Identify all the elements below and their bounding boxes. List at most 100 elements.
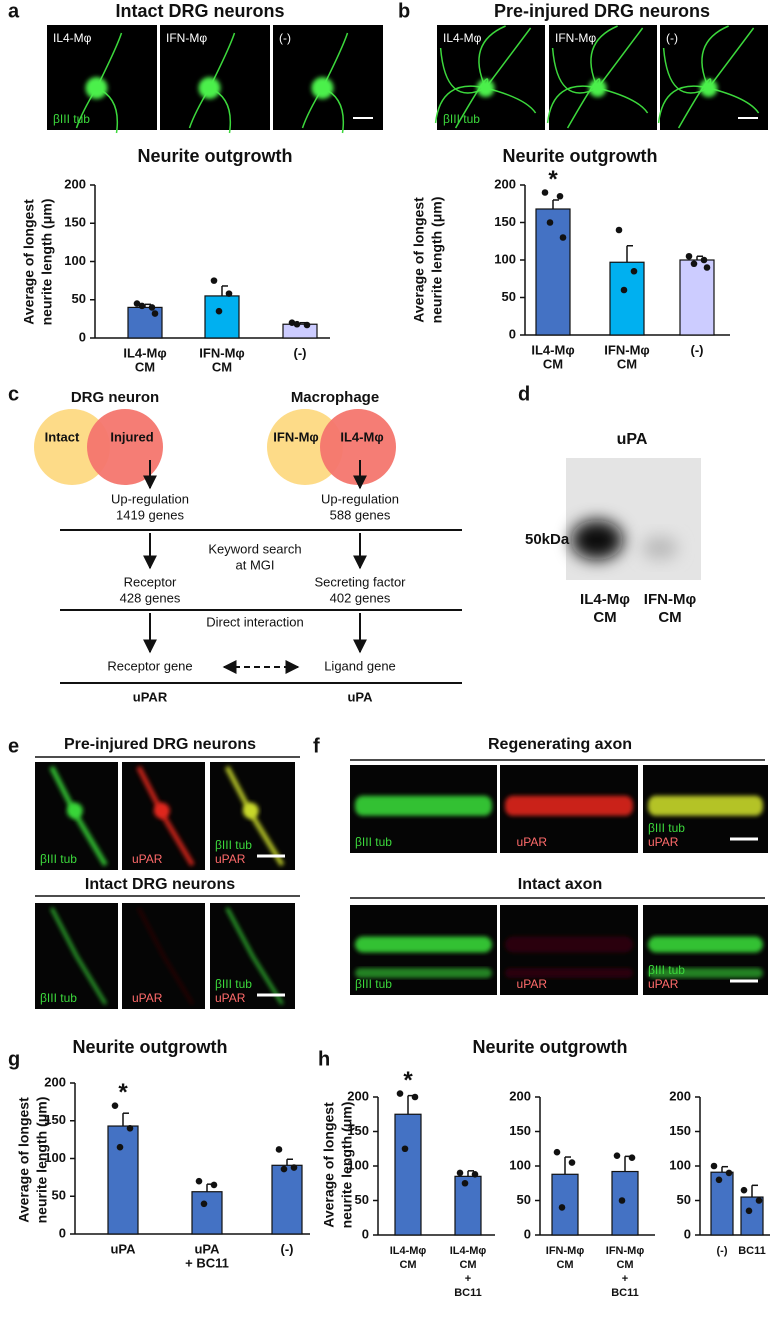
y-tick-label: 150 xyxy=(669,1123,691,1138)
band xyxy=(571,520,623,560)
data-point xyxy=(471,1170,479,1178)
label: CM xyxy=(459,1259,476,1271)
image-label: (-) xyxy=(666,31,678,45)
bar xyxy=(204,295,240,339)
image-label: uPAR xyxy=(215,852,246,866)
data-point xyxy=(215,307,223,315)
micrograph xyxy=(549,25,657,130)
bar xyxy=(551,1173,579,1236)
data-point xyxy=(411,1093,419,1101)
bar xyxy=(710,1171,734,1236)
image-label: βIII tub xyxy=(215,977,252,991)
data-point xyxy=(703,264,711,271)
data-point xyxy=(275,1146,283,1153)
data-point xyxy=(615,226,623,234)
axon xyxy=(505,968,633,978)
image-label: uPAR xyxy=(648,977,679,991)
soma xyxy=(588,79,607,97)
micrograph xyxy=(437,25,545,130)
venn-circle xyxy=(34,409,110,485)
image-label: uPAR xyxy=(648,835,679,849)
y-tick-label: 50 xyxy=(52,1188,66,1203)
data-point xyxy=(630,267,638,275)
y-tick-label: 200 xyxy=(494,176,516,191)
image-label: (-) xyxy=(279,31,291,45)
band xyxy=(642,536,678,560)
label: IFN-Mφ xyxy=(199,345,244,360)
micrograph xyxy=(660,25,768,130)
label: CM xyxy=(617,356,637,371)
soma xyxy=(198,77,221,99)
label: 428 genes xyxy=(120,590,181,605)
bar xyxy=(740,1196,764,1236)
data-point xyxy=(546,219,554,226)
y-axis-label: neurite length (μm) xyxy=(34,1097,50,1224)
soma xyxy=(699,79,718,97)
data-point xyxy=(558,1204,566,1211)
label: IFN-Mφ xyxy=(644,591,697,608)
venn-circle xyxy=(320,409,396,485)
bar xyxy=(611,1170,639,1236)
label: 402 genes xyxy=(330,590,391,605)
label: uPA xyxy=(194,1241,220,1256)
data-point xyxy=(568,1159,576,1166)
label: Direct interaction xyxy=(206,614,304,629)
image-label: βIII tub xyxy=(40,991,77,1005)
bar xyxy=(609,261,645,336)
data-point xyxy=(461,1179,469,1187)
label: Neurite outgrowth xyxy=(73,1037,228,1057)
label: Neurite outgrowth xyxy=(138,146,293,166)
marker-label: 50kDa xyxy=(525,531,570,548)
axon xyxy=(355,936,492,953)
y-tick-label: 0 xyxy=(79,329,86,344)
neurite xyxy=(701,25,729,89)
panel-label: g xyxy=(8,1048,20,1070)
y-tick-label: 50 xyxy=(677,1192,691,1207)
y-tick-label: 200 xyxy=(44,1074,66,1089)
image-label: uPAR xyxy=(517,835,548,849)
label: IFN-Mφ xyxy=(604,342,649,357)
axon xyxy=(355,968,492,978)
label: Receptor xyxy=(124,574,177,589)
label: at MGI xyxy=(235,557,274,572)
label: Up-regulation xyxy=(321,491,399,506)
image-label: IFN-Mφ xyxy=(166,31,207,45)
data-point xyxy=(628,1154,636,1162)
data-point xyxy=(700,256,708,264)
label: CM xyxy=(593,609,616,626)
data-point xyxy=(618,1197,626,1204)
label: Ligand gene xyxy=(324,658,396,673)
image-label: βIII tub xyxy=(355,977,392,991)
y-axis-label: Average of longest xyxy=(411,197,427,323)
soma xyxy=(311,77,334,99)
data-point xyxy=(210,1181,218,1189)
label: + xyxy=(465,1273,471,1285)
y-tick-label: 0 xyxy=(59,1225,66,1240)
panel-label: f xyxy=(313,735,320,757)
axon xyxy=(648,795,763,816)
y-tick-label: 100 xyxy=(44,1150,66,1165)
data-point xyxy=(290,1164,298,1171)
venn-circle xyxy=(87,409,163,485)
y-tick-label: 0 xyxy=(362,1226,369,1241)
data-point xyxy=(210,277,218,284)
data-point xyxy=(725,1169,733,1177)
image-label: βIII tub xyxy=(648,963,685,977)
label: * xyxy=(548,166,558,193)
bar xyxy=(454,1175,482,1236)
label: CM xyxy=(135,359,155,374)
data-point xyxy=(613,1152,621,1159)
label: (-) xyxy=(294,345,307,360)
y-tick-label: 100 xyxy=(669,1157,691,1172)
y-tick-label: 200 xyxy=(64,176,86,191)
y-axis-label: neurite length (μm) xyxy=(429,197,445,324)
data-point xyxy=(195,1177,203,1185)
label: uPA xyxy=(110,1241,136,1256)
panel-label: h xyxy=(318,1048,330,1070)
structure xyxy=(225,907,284,1005)
data-point xyxy=(556,192,564,200)
axon xyxy=(355,795,492,816)
y-axis-label: Average of longest xyxy=(16,1097,32,1223)
panel-label: c xyxy=(8,383,19,405)
label: DRG neuron xyxy=(71,389,159,406)
